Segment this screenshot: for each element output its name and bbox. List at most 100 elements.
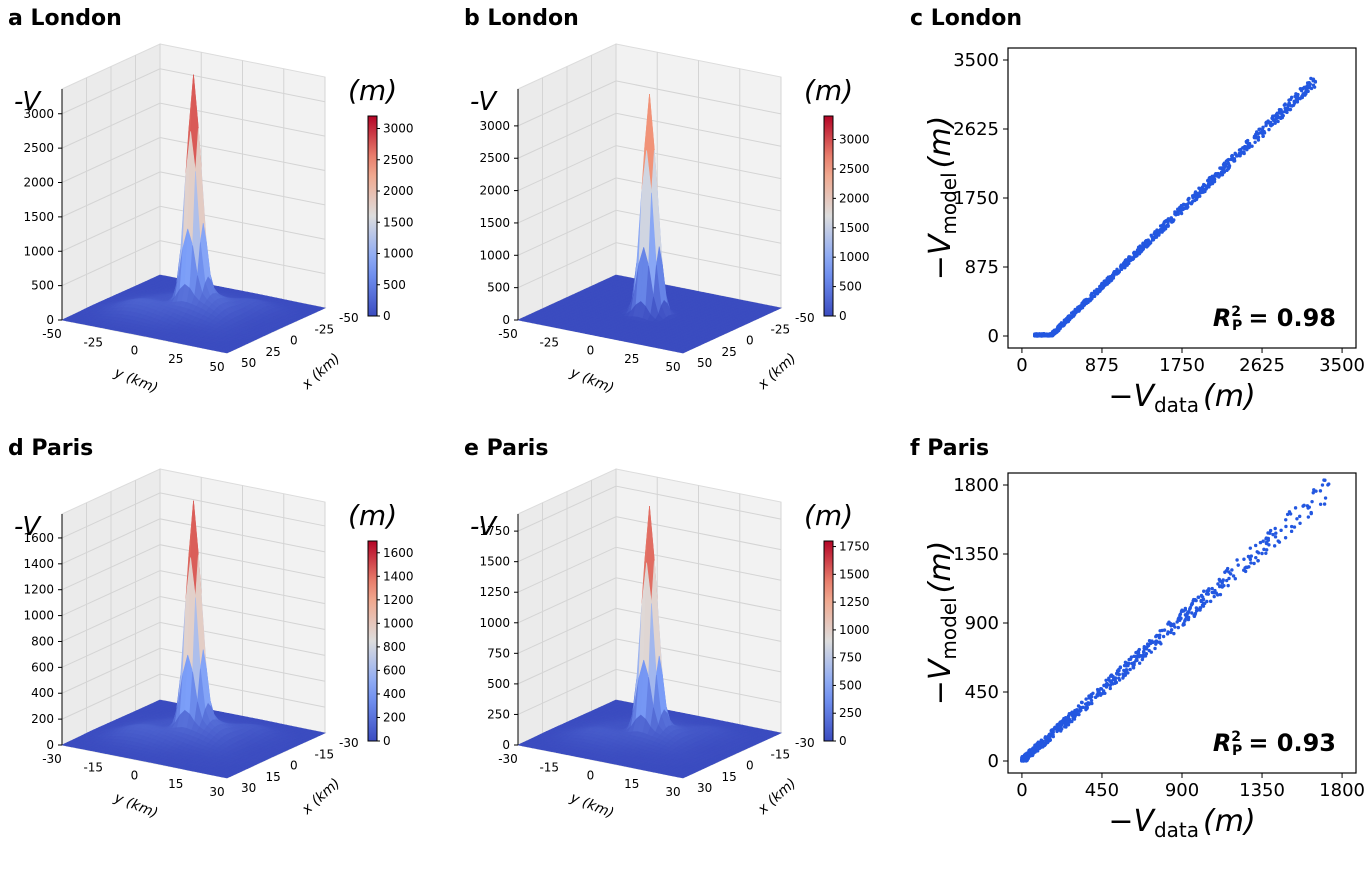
y-tick-label: -15 <box>539 760 559 774</box>
y-tick-label: 15 <box>624 777 639 791</box>
y-tick-label: 25 <box>168 352 183 366</box>
y-tick-label: -30 <box>498 752 518 766</box>
colorbar <box>824 116 833 316</box>
x-axis-title: x (km) <box>754 775 799 818</box>
z-axis-title: -V <box>470 87 498 117</box>
colorbar-tick-label: 1000 <box>383 616 414 630</box>
z-tick-label: 1500 <box>479 216 510 230</box>
z-tick-label: 0 <box>502 738 510 752</box>
x-tick-label: 25 <box>266 345 281 359</box>
z-axis-title: -V <box>14 512 42 542</box>
colorbar-tick-label: 500 <box>839 280 862 294</box>
panel-b-label: b London <box>464 6 579 31</box>
z-tick-label: 500 <box>487 677 510 691</box>
x-axis-title: x (km) <box>754 350 799 393</box>
z-tick-label: 2500 <box>23 141 54 155</box>
z-tick-label: 1000 <box>23 609 54 623</box>
z-tick-label: 1200 <box>23 583 54 597</box>
z-tick-label: 1500 <box>23 210 54 224</box>
surface-axes-group: 02505007501000125015001750-30-1501530-30… <box>470 469 870 822</box>
x-tick-label: -30 <box>795 736 815 750</box>
x-tick-label: 0 <box>1016 355 1027 376</box>
surface-plot-london-model: 050010001500200025003000-50-2502550-50-2… <box>456 30 906 450</box>
y-tick-label: -50 <box>42 327 62 341</box>
x-tick-label: 50 <box>241 356 256 370</box>
colorbar-tick-label: 1500 <box>383 215 414 229</box>
colorbar-tick-label: 600 <box>383 663 406 677</box>
colorbar-tick-label: 1500 <box>839 221 870 235</box>
x-tick-label: -25 <box>771 322 791 336</box>
colorbar-tick-label: 1500 <box>839 567 870 581</box>
colorbar-tick-label: 1750 <box>839 540 870 554</box>
z-tick-label: 600 <box>31 660 54 674</box>
colorbar-unit: (m) <box>804 499 853 532</box>
surface-axes-group: 050010001500200025003000-50-2502550-50-2… <box>14 44 414 397</box>
x-tick-label: 0 <box>290 759 298 773</box>
x-tick-label: -50 <box>339 311 359 325</box>
y-tick-label: 0 <box>131 769 139 783</box>
y-tick-label: 15 <box>168 777 183 791</box>
colorbar-tick-label: 200 <box>383 710 406 724</box>
surface-plot-paris-data: 0 200 400 600 800 1000 1200 1400 1600 -30 -15 0 15 30… <box>0 455 450 875</box>
y-tick-label: 30 <box>209 785 224 799</box>
surface-axes-group: 0 200 400 600 800 1000 1200 1400 1600 -30 -15 0 15 30… <box>14 469 414 822</box>
colorbar-tick-label: 2500 <box>839 162 870 176</box>
y-tick-label: 0 <box>587 769 595 783</box>
z-tick-label: 2000 <box>479 184 510 198</box>
y-tick-label: 3500 <box>953 50 999 71</box>
x-tick-label: -15 <box>771 747 791 761</box>
y-tick-label: 25 <box>624 352 639 366</box>
x-tick-label: 15 <box>266 770 281 784</box>
colorbar-tick-label: 1000 <box>383 247 414 261</box>
colorbar-tick-label: 0 <box>383 309 391 323</box>
z-tick-label: 500 <box>487 281 510 295</box>
colorbar <box>824 541 833 741</box>
y-tick-label: -50 <box>498 327 518 341</box>
colorbar-tick-label: 2500 <box>383 153 414 167</box>
z-tick-label: 2500 <box>479 151 510 165</box>
z-axis-title: -V <box>14 87 42 117</box>
z-tick-label: 1000 <box>479 248 510 262</box>
z-tick-label: 1500 <box>479 555 510 569</box>
panel-a-label: a London <box>8 6 122 31</box>
x-tick-label: 875 <box>1085 355 1119 376</box>
y-tick-label: 50 <box>665 360 680 374</box>
panel-c-label: c London <box>910 6 1022 31</box>
z-axis-title: -V <box>470 512 498 542</box>
x-tick-label: -50 <box>795 311 815 325</box>
x-tick-label: 0 <box>746 759 754 773</box>
y-tick-label: 0 <box>587 344 595 358</box>
colorbar-tick-label: 800 <box>383 640 406 654</box>
x-tick-label: 50 <box>697 356 712 370</box>
surface-axes-group: 050010001500200025003000-50-2502550-50-2… <box>470 44 870 397</box>
z-tick-label: 0 <box>46 738 54 752</box>
z-tick-label: 2000 <box>23 176 54 190</box>
colorbar-tick-label: 1600 <box>383 546 414 560</box>
z-tick-label: 500 <box>31 279 54 293</box>
y-tick-label: -30 <box>42 752 62 766</box>
z-tick-label: 400 <box>31 686 54 700</box>
y-axis-title: y (km) <box>567 789 616 821</box>
colorbar-tick-label: 2000 <box>383 184 414 198</box>
x-tick-label: 0 <box>746 334 754 348</box>
x-tick-label: 30 <box>697 781 712 795</box>
colorbar-tick-label: 400 <box>383 687 406 701</box>
x-tick-label: 0 <box>290 334 298 348</box>
surface-plot-paris-model: 02505007501000125015001750-30-1501530-30… <box>456 455 906 875</box>
z-tick-label: 1250 <box>479 585 510 599</box>
x-tick-label: -15 <box>315 747 335 761</box>
colorbar-unit: (m) <box>804 74 853 107</box>
colorbar-tick-label: 0 <box>839 734 847 748</box>
colorbar-tick-label: 1000 <box>839 623 870 637</box>
y-axis-title: y (km) <box>111 364 160 396</box>
x-tick-label: 2625 <box>1239 355 1285 376</box>
colorbar-unit: (m) <box>348 499 397 532</box>
colorbar-tick-label: 3000 <box>839 133 870 147</box>
x-tick-label: 1750 <box>1159 355 1205 376</box>
x-tick-label: 15 <box>722 770 737 784</box>
z-tick-label: 0 <box>46 313 54 327</box>
z-tick-label: 800 <box>31 634 54 648</box>
z-tick-label: 1400 <box>23 557 54 571</box>
colorbar-tick-label: 3000 <box>383 122 414 136</box>
